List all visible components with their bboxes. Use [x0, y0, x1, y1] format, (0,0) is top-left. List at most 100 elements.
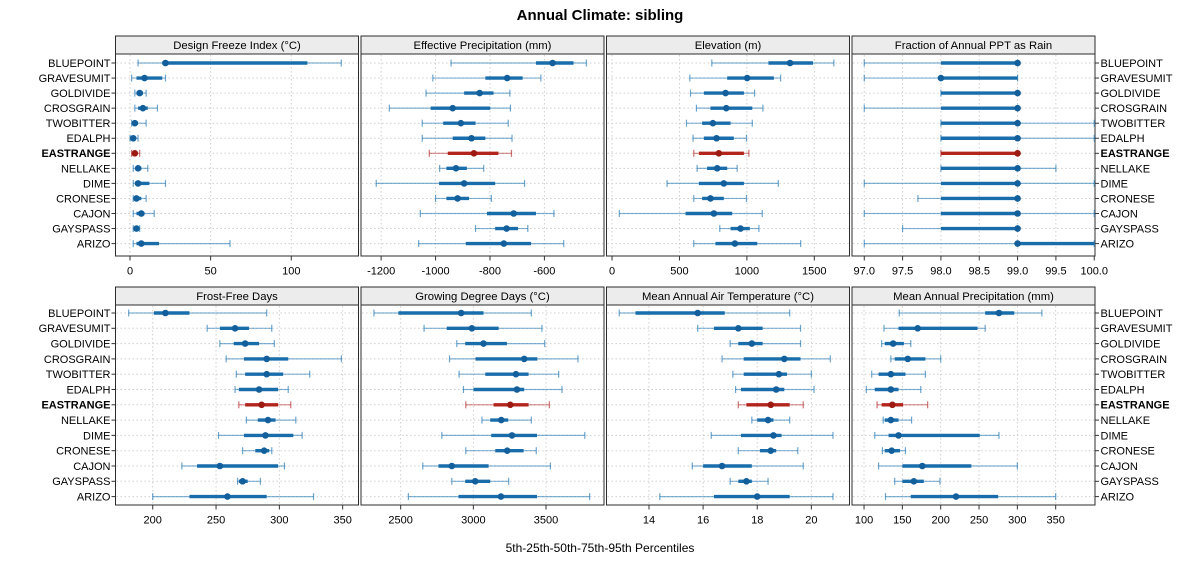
x-tick-label: 50 — [205, 266, 217, 278]
series-eastrange — [940, 149, 1021, 157]
median-dot — [137, 240, 145, 247]
row-label-left-twobitter: TWOBITTER — [46, 118, 111, 130]
x-tick-label: 100 — [855, 515, 873, 527]
median-dot — [503, 447, 511, 455]
series-goldivide — [219, 340, 275, 348]
median-dot — [241, 340, 249, 347]
series-dime — [874, 431, 1000, 439]
series-goldivide — [689, 89, 756, 97]
median-dot — [889, 401, 896, 409]
median-dot — [743, 478, 750, 485]
median-dot — [510, 210, 517, 217]
series-crosgrain — [890, 355, 942, 363]
series-cronese — [465, 447, 537, 455]
median-dot — [255, 386, 263, 393]
row-label-right-gravesumit: GRAVESUMIT — [1101, 73, 1173, 85]
chart-title: Annual Climate: sibling — [517, 7, 684, 24]
row-label-left-gayspass: GAYSPASS — [52, 223, 110, 235]
series-nellake — [439, 164, 485, 172]
median-dot — [710, 210, 718, 217]
median-dot — [707, 195, 714, 202]
median-dot — [468, 134, 475, 142]
x-tick-label: -800 — [479, 266, 501, 278]
row-label-left-goldivide: GOLDIVIDE — [51, 339, 111, 351]
median-dot — [216, 462, 224, 470]
x-tick-label: 16 — [697, 515, 709, 527]
chart-caption: 5th-25th-50th-75th-95th Percentiles — [506, 541, 695, 555]
x-tick-label: 1500 — [802, 266, 826, 278]
series-goldivide — [425, 89, 511, 97]
x-tick-label: 250 — [207, 515, 225, 527]
x-tick-label: 350 — [1046, 515, 1064, 527]
series-cronese — [881, 447, 907, 455]
series-crosgrain — [695, 104, 764, 112]
x-tick-label: 3500 — [534, 515, 558, 527]
x-tick-label: 97.5 — [892, 266, 913, 278]
strip-label-mean-annual-precipitation-mm: Mean Annual Precipitation (mm) — [893, 291, 1054, 303]
series-twobitter — [871, 370, 926, 378]
row-label-left-bluepoint: BLUEPOINT — [48, 58, 111, 70]
series-crosgrain — [448, 355, 579, 363]
median-dot — [888, 447, 895, 455]
median-dot — [1014, 180, 1021, 187]
median-dot — [887, 416, 895, 424]
median-dot — [449, 104, 457, 112]
x-tick-label: 300 — [1008, 515, 1026, 527]
row-label-left-dime: DIME — [83, 430, 111, 442]
row-label-right-arizo: ARIZO — [1101, 239, 1135, 251]
median-dot — [264, 416, 272, 424]
median-dot — [775, 370, 783, 378]
row-label-left-edalph: EDALPH — [66, 384, 110, 396]
row-label-left-nellake: NELLAKE — [61, 415, 111, 427]
series-nellake — [245, 416, 297, 424]
series-arizo — [884, 493, 1057, 501]
median-dot — [786, 59, 794, 67]
x-tick-label: 100.0 — [1080, 266, 1108, 278]
row-label-right-nellake: NELLAKE — [1101, 163, 1151, 175]
x-tick-label: 2500 — [388, 515, 412, 527]
median-dot — [895, 432, 902, 439]
strip-label-effective-precipitation-mm: Effective Precipitation (mm) — [414, 40, 552, 52]
row-label-right-cronese: CRONESE — [1101, 446, 1155, 458]
median-dot — [910, 478, 918, 485]
row-label-left-crosgrain: CROSGRAIN — [44, 103, 111, 115]
median-dot — [497, 493, 505, 500]
row-label-left-cronese: CRONESE — [56, 446, 110, 458]
series-eastrange — [876, 401, 929, 409]
series-dime — [375, 179, 526, 187]
median-dot — [743, 74, 751, 82]
x-tick-label: 300 — [270, 515, 288, 527]
series-crosgrain — [134, 104, 159, 112]
series-crosgrain — [225, 355, 343, 363]
median-dot — [476, 89, 483, 97]
median-dot — [454, 195, 461, 202]
series-dime — [666, 179, 779, 187]
x-tick-label: 3000 — [461, 515, 485, 527]
series-cajon — [132, 210, 155, 217]
median-dot — [263, 355, 270, 363]
median-dot — [914, 325, 921, 332]
median-dot — [1014, 240, 1021, 247]
row-label-right-bluepoint: BLUEPOINT — [1101, 308, 1164, 320]
row-label-right-cajon: CAJON — [1101, 461, 1138, 473]
series-edalph — [129, 134, 139, 142]
panel-frost-free-days: Frost-Free Days 200 250 300 350 — [115, 286, 359, 527]
series-bluepoint — [373, 309, 532, 317]
strip-label-elevation-m: Elevation (m) — [695, 40, 762, 52]
series-gravesumit — [206, 324, 273, 332]
series-gravesumit — [131, 74, 167, 82]
series-twobitter — [940, 119, 1095, 127]
series-cajon — [419, 210, 555, 217]
series-gayspass — [894, 477, 941, 485]
row-label-right-crosgrain: CROSGRAIN — [1101, 103, 1168, 115]
median-dot — [1014, 119, 1021, 127]
median-dot — [133, 195, 140, 202]
row-label-right-gayspass: GAYSPASS — [1101, 476, 1159, 488]
series-edalph — [462, 386, 563, 393]
series-nellake — [940, 164, 1057, 172]
median-dot — [722, 89, 729, 97]
series-bluepoint — [863, 59, 1021, 67]
median-dot — [162, 309, 169, 317]
series-gayspass — [451, 477, 510, 485]
median-dot — [887, 386, 895, 393]
